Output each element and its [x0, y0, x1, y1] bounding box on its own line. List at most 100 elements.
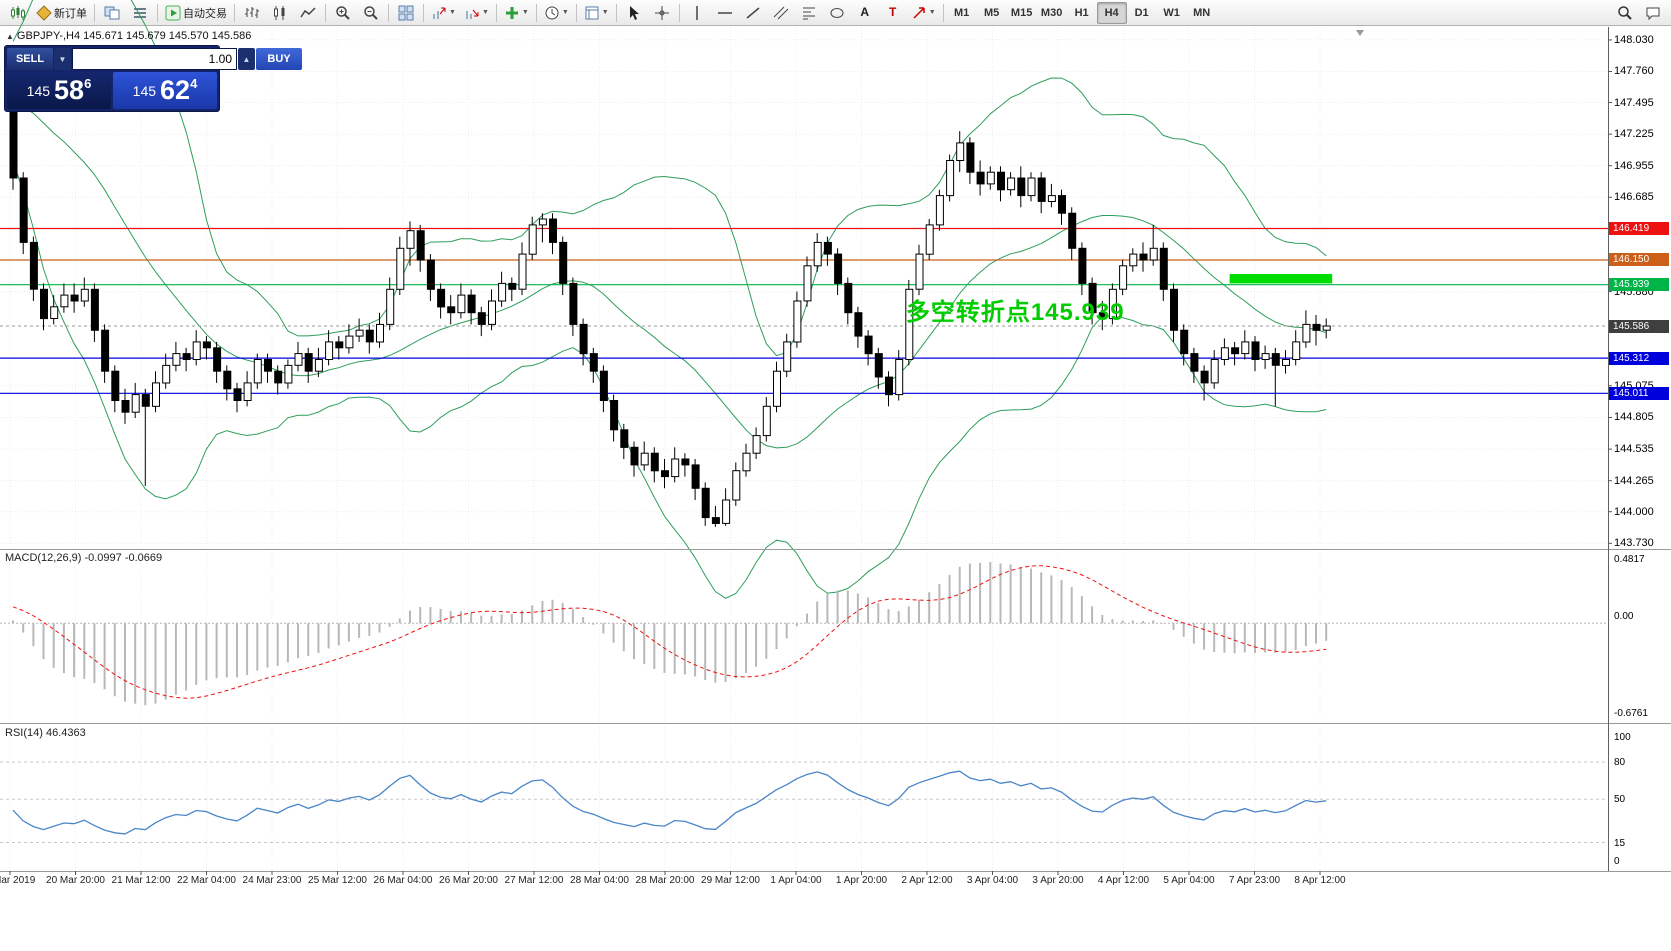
zoom-out-button[interactable] [357, 1, 385, 25]
shapes-icon [829, 5, 845, 21]
timeframe-mn-button[interactable]: MN [1193, 6, 1211, 19]
chart-shift-marker [1356, 30, 1364, 36]
trendline-icon [745, 5, 761, 21]
text-button[interactable]: A [851, 1, 879, 25]
chart-shift-icon [464, 5, 480, 21]
timeframe-d1-button[interactable]: D1 [1134, 6, 1149, 19]
timeframe-m15-button[interactable]: M15 [1010, 6, 1033, 19]
caret-down-icon: ▼ [928, 9, 936, 16]
buy-price-prefix: 145 [132, 82, 157, 99]
chat-button[interactable] [1639, 1, 1667, 25]
label-icon: T [889, 5, 897, 19]
tile-windows-button[interactable] [392, 1, 420, 25]
chat-icon [1645, 5, 1661, 21]
periods-button[interactable]: ▼ [540, 1, 573, 25]
bollinger-middle-band [12, 100, 1327, 449]
periods-icon [544, 5, 560, 21]
toolbar-separator [423, 3, 424, 22]
candle-chart-mode-icon [272, 5, 288, 21]
equidistant-channel-button[interactable] [767, 1, 795, 25]
new-chart-icon [10, 5, 26, 21]
toolbar-separator [678, 3, 680, 22]
crosshair-button[interactable] [648, 1, 676, 25]
fibonacci-icon [801, 5, 817, 21]
volume-input[interactable] [72, 48, 237, 70]
templates-button[interactable]: ▼ [580, 1, 613, 25]
rsi-line [12, 770, 1327, 835]
one-click-trading-panel: SELL ▼ ▲ BUY 145 58 6 145 62 4 [4, 45, 302, 112]
volume-down-button[interactable]: ▼ [54, 48, 71, 70]
new-order-label: 新订单 [54, 7, 87, 20]
horizontal-line-button[interactable] [711, 1, 739, 25]
toolbar-separator [942, 3, 944, 22]
search-icon [1617, 5, 1633, 21]
chart-profiles-icon [104, 5, 120, 21]
trendline-button[interactable] [739, 1, 767, 25]
caret-down-icon: ▼ [449, 9, 456, 16]
toolbar-separator [575, 3, 577, 22]
timeframe-w1-button[interactable]: W1 [1163, 6, 1180, 19]
bar-chart-mode-icon [244, 5, 260, 21]
vertical-line-icon [689, 5, 705, 21]
bollinger-upper-band [12, 0, 1327, 357]
timeframe-h4-button[interactable]: H4 [1096, 1, 1127, 24]
cursor-icon [626, 5, 642, 21]
indicators-button[interactable]: ▼ [500, 1, 533, 25]
zoom-out-icon [363, 5, 379, 21]
timeframe-m5-button[interactable]: M5 [983, 6, 1000, 19]
sell-price-fraction: 6 [84, 76, 92, 91]
arrows-icon [911, 5, 927, 21]
toolbar-separator [388, 3, 389, 22]
autotrading-label: 自动交易 [183, 7, 227, 20]
candle-chart-mode-button[interactable] [266, 1, 294, 25]
timeframe-m30-button[interactable]: M30 [1040, 6, 1063, 19]
text-icon: A [860, 5, 870, 19]
sell-price-pips: 58 [54, 75, 85, 105]
crosshair-icon [654, 5, 670, 21]
new-chart-button[interactable] [4, 1, 32, 25]
toolbar-right-group [1611, 1, 1667, 25]
toolbar-separator [94, 3, 95, 22]
bollinger-lower-band [12, 160, 1327, 599]
caret-down-icon: ▼ [601, 9, 609, 16]
sell-price-button[interactable]: 145 58 6 [7, 72, 111, 109]
new-order-icon [36, 4, 52, 21]
zoom-in-icon [335, 5, 351, 21]
vertical-line-button[interactable] [683, 1, 711, 25]
new-order-button[interactable]: 新订单 [32, 1, 91, 25]
arrows-button[interactable]: ▼ [907, 1, 940, 25]
macd-signal-line [12, 565, 1327, 699]
sell-button[interactable]: SELL [7, 48, 53, 70]
zoom-in-button[interactable] [329, 1, 357, 25]
buy-price-pips: 62 [160, 75, 191, 105]
search-button[interactable] [1611, 1, 1639, 25]
fibonacci-button[interactable] [795, 1, 823, 25]
cursor-button[interactable] [620, 1, 648, 25]
label-button[interactable]: T [879, 1, 907, 25]
toolbar-separator [325, 3, 326, 22]
timeframe-h1-button[interactable]: H1 [1074, 6, 1089, 19]
auto-scroll-button[interactable]: ▼ [427, 1, 460, 25]
sell-price-prefix: 145 [26, 82, 51, 99]
shapes-button[interactable] [823, 1, 851, 25]
auto-scroll-icon [431, 5, 447, 21]
chart-profiles-button[interactable] [98, 1, 126, 25]
main-toolbar: 新订单 自动交易 ▼ ▼ ▼ ▼ ▼ A T ▼ M1 M5 M15 M30 H1 H4 D1 W1 MN [0, 0, 1671, 26]
line-chart-mode-button[interactable] [294, 1, 322, 25]
volume-up-button[interactable]: ▲ [238, 48, 255, 70]
toolbar-separator [157, 3, 158, 22]
buy-price-button[interactable]: 145 62 4 [113, 72, 217, 109]
autotrading-button[interactable]: 自动交易 [161, 1, 231, 25]
caret-down-icon: ▼ [521, 9, 529, 16]
buy-button[interactable]: BUY [256, 48, 302, 70]
chart-shift-button[interactable]: ▼ [460, 1, 493, 25]
toolbar-separator [615, 3, 617, 22]
toolbar-separator [535, 3, 537, 22]
bar-chart-mode-button[interactable] [238, 1, 266, 25]
templates-icon [584, 5, 600, 21]
timeframe-m1-button[interactable]: M1 [953, 6, 970, 19]
line-chart-mode-icon [300, 5, 316, 21]
equidistant-channel-icon [773, 5, 789, 21]
